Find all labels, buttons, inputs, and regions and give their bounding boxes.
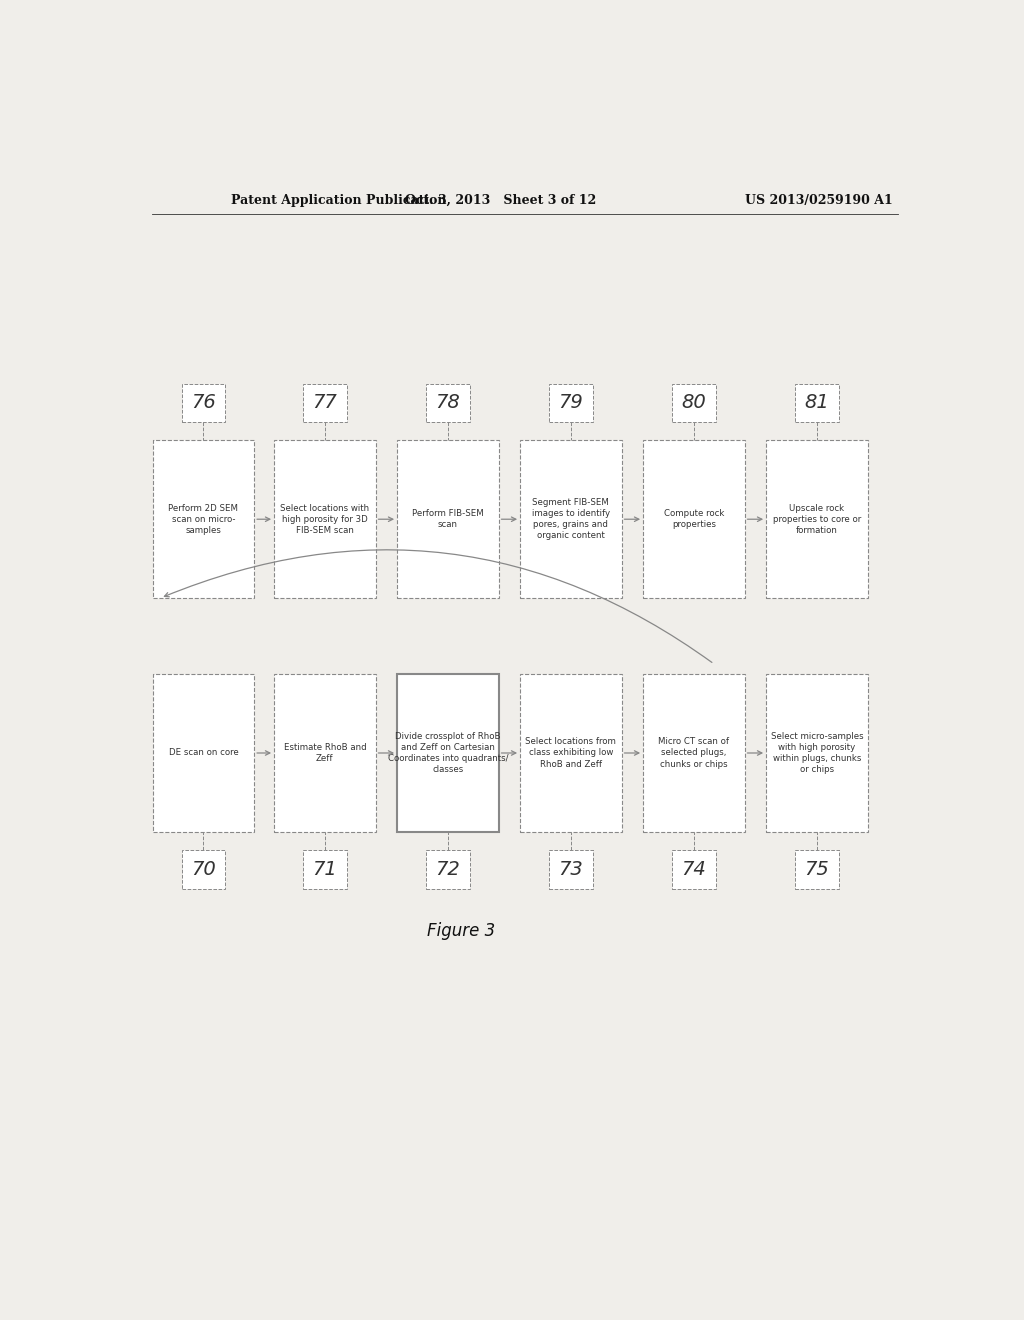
FancyBboxPatch shape	[672, 384, 716, 422]
FancyBboxPatch shape	[397, 675, 499, 832]
Text: 73: 73	[558, 859, 584, 879]
FancyBboxPatch shape	[795, 384, 839, 422]
Text: Figure 3: Figure 3	[427, 921, 496, 940]
FancyBboxPatch shape	[795, 850, 839, 888]
Text: 78: 78	[435, 393, 460, 412]
Text: Divide crossplot of RhoB
and Zeff on Cartesian
Coordinates into quadrants/
class: Divide crossplot of RhoB and Zeff on Car…	[387, 731, 508, 774]
FancyBboxPatch shape	[520, 675, 622, 832]
FancyBboxPatch shape	[397, 441, 499, 598]
Text: Perform 2D SEM
scan on micro-
samples: Perform 2D SEM scan on micro- samples	[168, 504, 239, 535]
Text: Oct. 3, 2013   Sheet 3 of 12: Oct. 3, 2013 Sheet 3 of 12	[406, 194, 597, 206]
Text: Micro CT scan of
selected plugs,
chunks or chips: Micro CT scan of selected plugs, chunks …	[658, 738, 729, 768]
Text: 74: 74	[681, 859, 707, 879]
FancyBboxPatch shape	[303, 850, 347, 888]
Text: 77: 77	[312, 393, 337, 412]
FancyBboxPatch shape	[181, 384, 225, 422]
Text: Compute rock
properties: Compute rock properties	[664, 510, 724, 529]
FancyBboxPatch shape	[303, 384, 347, 422]
FancyBboxPatch shape	[766, 675, 867, 832]
Text: DE scan on core: DE scan on core	[169, 748, 239, 758]
FancyBboxPatch shape	[426, 850, 470, 888]
Text: 72: 72	[435, 859, 460, 879]
FancyBboxPatch shape	[672, 850, 716, 888]
FancyArrowPatch shape	[165, 550, 712, 663]
Text: 79: 79	[558, 393, 584, 412]
Text: 76: 76	[191, 393, 216, 412]
Text: Segment FIB-SEM
images to identify
pores, grains and
organic content: Segment FIB-SEM images to identify pores…	[531, 498, 610, 540]
Text: Select micro-samples
with high porosity
within plugs, chunks
or chips: Select micro-samples with high porosity …	[770, 731, 863, 774]
FancyBboxPatch shape	[153, 675, 254, 832]
Text: 80: 80	[681, 393, 707, 412]
FancyBboxPatch shape	[274, 675, 376, 832]
FancyBboxPatch shape	[549, 384, 593, 422]
FancyBboxPatch shape	[520, 441, 622, 598]
FancyBboxPatch shape	[426, 384, 470, 422]
FancyBboxPatch shape	[766, 441, 867, 598]
Text: 75: 75	[805, 859, 829, 879]
FancyBboxPatch shape	[643, 441, 744, 598]
Text: Upscale rock
properties to core or
formation: Upscale rock properties to core or forma…	[773, 504, 861, 535]
FancyBboxPatch shape	[549, 850, 593, 888]
FancyBboxPatch shape	[181, 850, 225, 888]
Text: Patent Application Publication: Patent Application Publication	[231, 194, 446, 206]
Text: Estimate RhoB and
Zeff: Estimate RhoB and Zeff	[284, 743, 367, 763]
FancyBboxPatch shape	[274, 441, 376, 598]
Text: Select locations with
high porosity for 3D
FIB-SEM scan: Select locations with high porosity for …	[281, 504, 370, 535]
Text: 81: 81	[805, 393, 829, 412]
Text: 70: 70	[191, 859, 216, 879]
Text: 71: 71	[312, 859, 337, 879]
FancyBboxPatch shape	[153, 441, 254, 598]
Text: Select locations from
class exhibiting low
RhoB and Zeff: Select locations from class exhibiting l…	[525, 738, 616, 768]
Text: Perform FIB-SEM
scan: Perform FIB-SEM scan	[412, 510, 483, 529]
FancyBboxPatch shape	[643, 675, 744, 832]
Text: US 2013/0259190 A1: US 2013/0259190 A1	[744, 194, 892, 206]
